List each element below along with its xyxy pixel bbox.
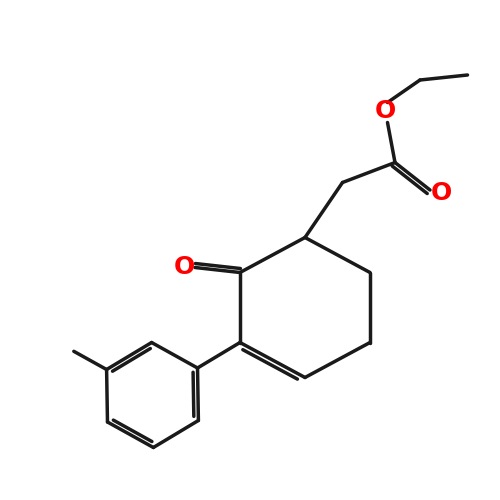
Text: O: O	[374, 99, 396, 123]
Text: O: O	[174, 256, 195, 280]
Text: O: O	[430, 180, 452, 204]
